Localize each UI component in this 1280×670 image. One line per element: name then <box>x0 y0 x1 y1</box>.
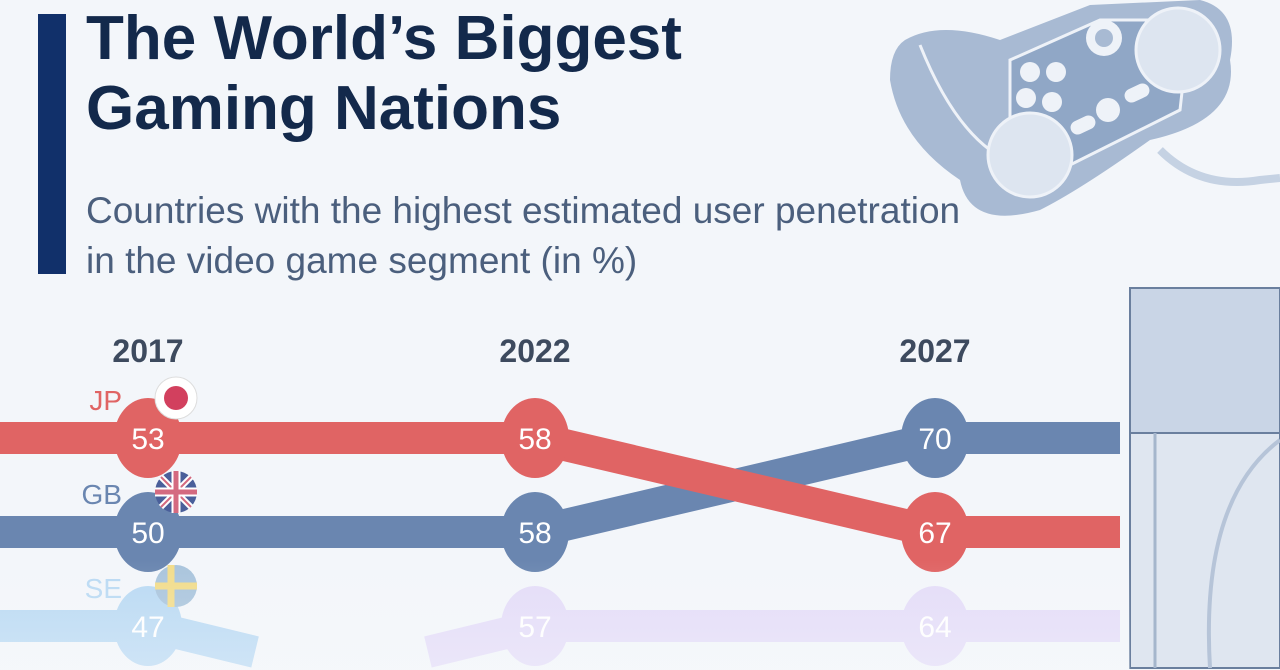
data-label: 47 <box>131 611 164 644</box>
series-line-unnamed <box>424 610 1120 668</box>
data-label: 53 <box>131 423 164 456</box>
data-point <box>114 586 182 666</box>
data-point <box>114 492 182 572</box>
data-point <box>501 398 569 478</box>
data-label: 64 <box>918 611 951 644</box>
country-label: JP <box>89 385 122 416</box>
year-label-2017: 2017 <box>112 333 183 369</box>
data-label: 57 <box>518 611 551 644</box>
uk-flag <box>155 471 197 513</box>
year-label-2027: 2027 <box>899 333 970 369</box>
chart-subtitle: Countries with the highest estimated use… <box>86 190 961 281</box>
data-label: 50 <box>131 517 164 550</box>
chart-title: The World’s Biggest Gaming Nations <box>86 4 682 143</box>
data-point <box>114 398 182 478</box>
data-point <box>901 586 969 666</box>
data-point <box>501 492 569 572</box>
accent-bar <box>38 14 66 274</box>
country-label: GB <box>82 479 122 510</box>
data-label: 67 <box>918 517 951 550</box>
game-controller-icon <box>890 0 1280 216</box>
country-label: SE <box>85 573 122 604</box>
game-console-icon <box>1129 287 1280 669</box>
data-label: 70 <box>918 423 951 456</box>
data-point <box>901 492 969 572</box>
sweden-flag <box>155 565 197 607</box>
data-label: 58 <box>518 517 551 550</box>
data-label: 58 <box>518 423 551 456</box>
japan-flag <box>154 376 198 420</box>
year-label-2022: 2022 <box>499 333 570 369</box>
data-point <box>501 586 569 666</box>
data-point <box>901 398 969 478</box>
